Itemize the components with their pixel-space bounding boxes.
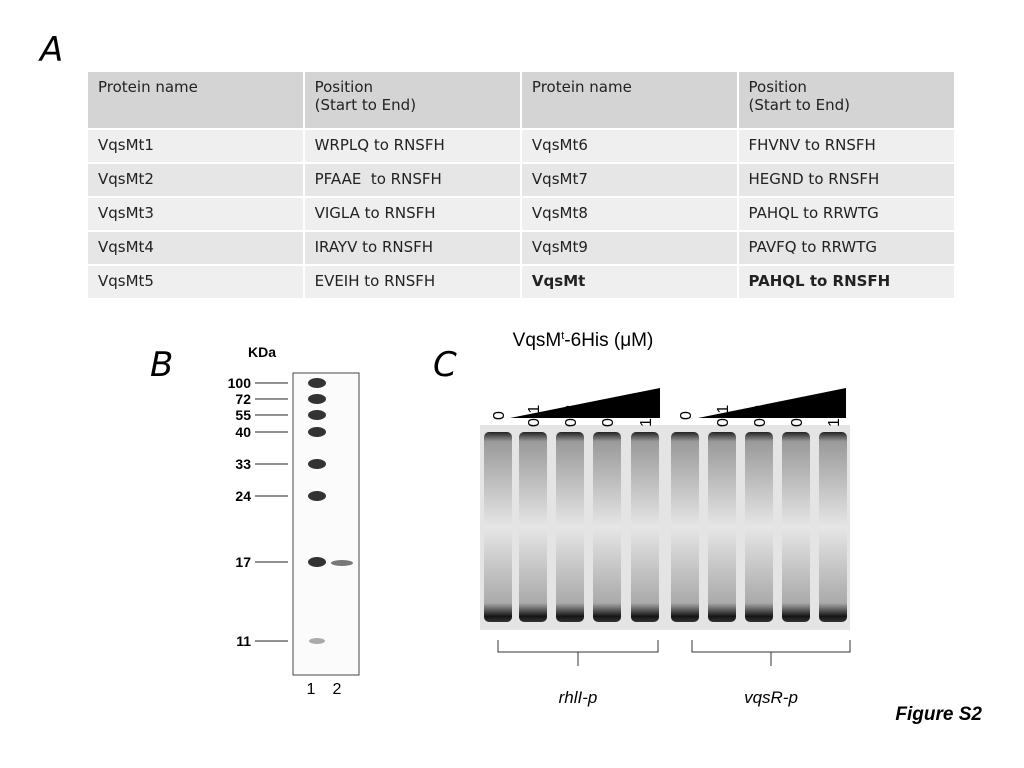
table-cell: FHVNV to RNSFH — [736, 128, 957, 164]
gradient-triangle — [698, 388, 846, 418]
header-text: Protein name — [531, 78, 632, 96]
concentration-label: 0.5 — [600, 405, 617, 427]
table-cell: PFAAE to RNSFH — [302, 162, 522, 198]
ladder-band — [308, 491, 326, 501]
concentration-label: 0.1 — [715, 405, 732, 427]
table-row: VqsMt4 IRAYV to RNSFH VqsMt9 PAVFQ to RRWTG — [86, 230, 957, 266]
unit-label: KDa — [248, 344, 276, 360]
ladder-band — [308, 459, 326, 469]
concentration-label: 1.0 — [638, 405, 655, 427]
table-cell: WRPLQ to RNSFH — [302, 128, 522, 164]
concentration-label: 0.5 — [789, 405, 806, 427]
header-cell: Protein name — [519, 70, 739, 130]
marker-label: 17 — [235, 554, 251, 570]
table-cell: VqsMt8 — [519, 196, 739, 232]
table-cell: HEGND to RNSFH — [736, 162, 957, 198]
marker-label: 40 — [235, 424, 251, 440]
panel-label: B — [150, 345, 174, 385]
marker-label: 55 — [235, 407, 251, 423]
gradient-triangle — [510, 388, 660, 418]
table-cell: VqsMt2 — [86, 162, 305, 198]
lane-label: 1 — [307, 681, 316, 698]
marker-label: 24 — [235, 488, 251, 504]
header-text: (Start to End) — [748, 96, 850, 114]
marker-label: 33 — [235, 456, 251, 472]
gel-title: VqsMt-6His (μM) — [513, 330, 654, 351]
concentration-label: 1.0 — [826, 405, 843, 427]
header-row: Protein name Position (Start to End) Protei… — [86, 70, 957, 130]
header-text: (Start to End) — [314, 96, 417, 114]
table-row: VqsMt2 PFAAE to RNSFH VqsMt7 HEGND to RNSFH — [86, 162, 957, 198]
ladder-band — [308, 557, 326, 567]
band — [331, 560, 353, 566]
ladder-band — [308, 410, 326, 420]
table-cell: PAHQL to RNSFH — [736, 264, 957, 300]
table-cell: VqsMt6 — [519, 128, 739, 164]
table: Protein name Position (Start to End) Protei… — [86, 70, 957, 300]
group-label: rhlI-p — [559, 688, 598, 707]
table-row: VqsMt1 WRPLQ to RNSFH VqsMt6 FHVNV to RNSFH — [86, 128, 957, 164]
gel-lane — [745, 432, 773, 622]
gel-lane — [519, 432, 547, 622]
concentration-label: 0.1 — [526, 405, 543, 427]
gel-lane — [593, 432, 621, 622]
gel-lane — [631, 432, 659, 622]
panel-label: C — [433, 345, 457, 385]
table-row: VqsMt3 VIGLA to RNSFH VqsMt8 PAHQL to RRWTG — [86, 196, 957, 232]
gel-lane — [708, 432, 736, 622]
lanes: 0 0.1 0.2 0.5 1.0 0 0.1 0.2 0.5 1.0 — [484, 405, 847, 622]
table-cell: PAVFQ to RRWTG — [736, 230, 957, 266]
table-cell: VqsMt1 — [86, 128, 305, 164]
concentration-label: 0.2 — [563, 405, 580, 427]
concentration-label: 0 — [491, 411, 508, 420]
header-text: Position — [314, 78, 373, 96]
gel-lane — [782, 432, 810, 622]
marker-label: 72 — [235, 391, 251, 407]
table-cell: PAHQL to RRWTG — [736, 196, 957, 232]
panel-label: A — [40, 30, 64, 70]
table-cell: IRAYV to RNSFH — [302, 230, 522, 266]
table-cell: VqsMt3 — [86, 196, 305, 232]
ladder-band — [309, 638, 325, 644]
ladder-band — [308, 427, 326, 437]
table-cell: VqsMt4 — [86, 230, 305, 266]
header-cell: Protein name — [86, 70, 305, 130]
ladder-band — [308, 394, 326, 404]
header-text: Position — [748, 78, 807, 96]
marker-label: 100 — [228, 375, 252, 391]
gel-lane — [556, 432, 584, 622]
gel-lane — [819, 432, 847, 622]
header-cell: Position (Start to End) — [302, 70, 522, 130]
concentration-label: 0.2 — [752, 405, 769, 427]
figure-label: Figure S2 — [895, 704, 982, 725]
table-cell: VqsMt5 — [86, 264, 305, 300]
bracket — [497, 640, 851, 666]
marker-label: 11 — [236, 633, 251, 649]
gel-lane — [671, 432, 699, 622]
table-cell: VIGLA to RNSFH — [302, 196, 522, 232]
table-cell: VqsMt7 — [519, 162, 739, 198]
group-label: vqsR-p — [744, 688, 798, 707]
header-text: Protein name — [98, 78, 198, 96]
table-cell: EVEIH to RNSFH — [302, 264, 522, 300]
table-cell: VqsMt — [519, 264, 739, 300]
table-row: VqsMt5 EVEIH to RNSFH VqsMt PAHQL to RNSFH — [86, 264, 957, 300]
table-cell: VqsMt9 — [519, 230, 739, 266]
gel-lane — [484, 432, 512, 622]
concentration-label: 0 — [678, 411, 695, 420]
gel — [292, 372, 360, 676]
ladder-band — [308, 378, 326, 388]
header-cell: Position (Start to End) — [736, 70, 957, 130]
lane-label: 2 — [333, 681, 342, 698]
